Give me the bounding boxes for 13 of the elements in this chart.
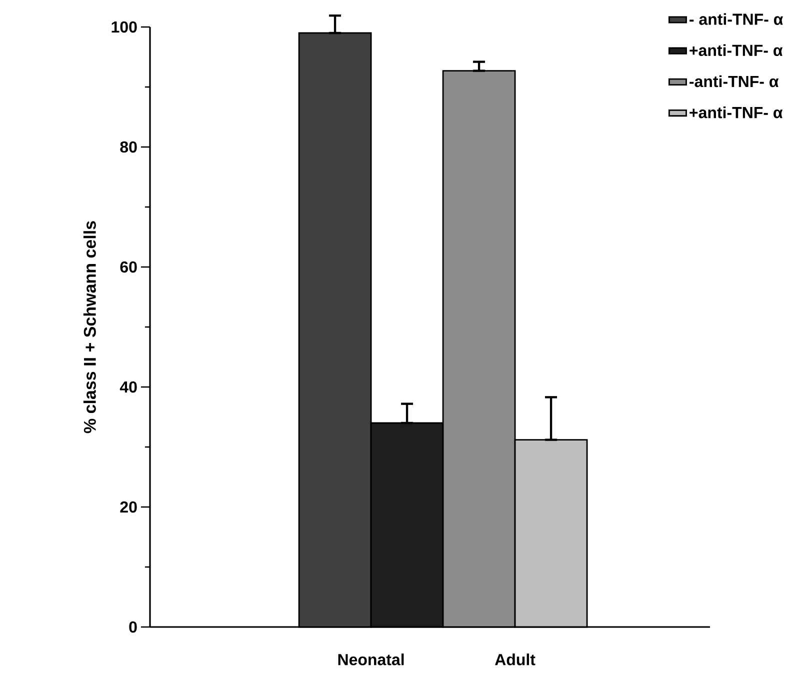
y-tick-label: 100 <box>112 21 137 33</box>
y-tick-label: 0 <box>129 621 137 633</box>
legend-label: +anti-TNF- α <box>690 106 783 118</box>
x-tick-label: Neonatal <box>338 654 404 666</box>
legend-label: -anti-TNF- α <box>690 75 779 88</box>
y-tick-label: 60 <box>120 261 137 273</box>
y-tick-label: 20 <box>120 501 137 513</box>
legend-label: - anti-TNF- α <box>690 13 784 25</box>
y-axis-title: % class II + Schwann cells <box>83 221 96 434</box>
x-tick-label: Adult <box>494 654 536 666</box>
legend-label: +anti-TNF- α <box>690 44 783 56</box>
y-tick-label: 40 <box>120 381 137 393</box>
y-tick-label: 80 <box>120 141 137 153</box>
